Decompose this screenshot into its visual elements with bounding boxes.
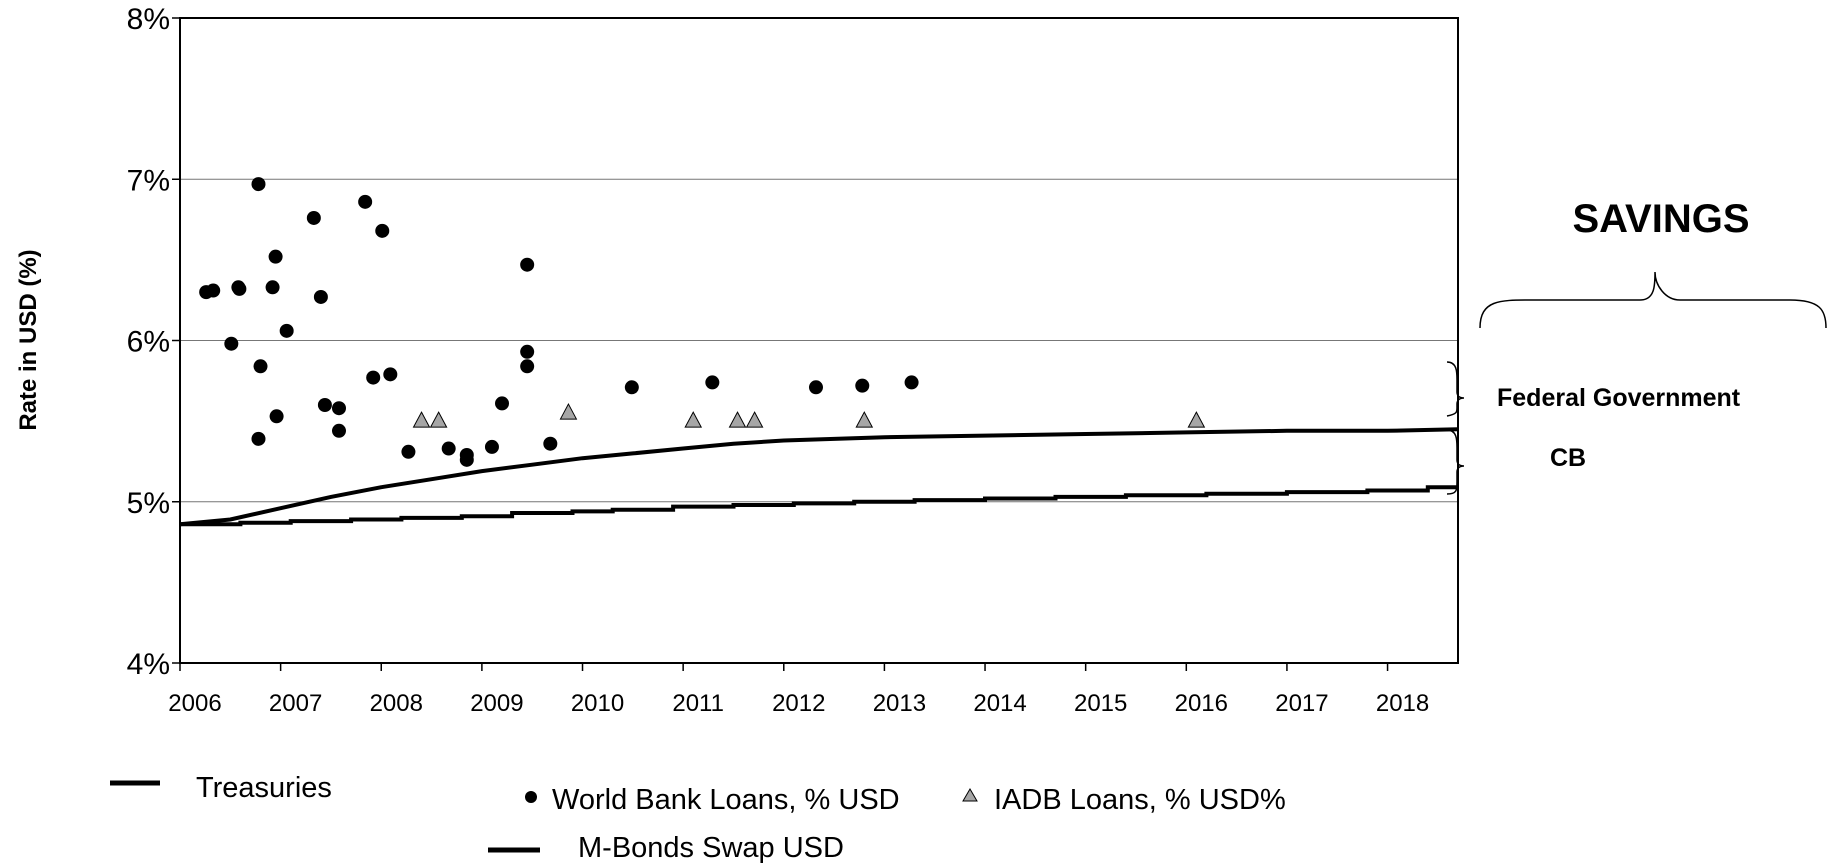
treasuries-line: [179, 427, 1459, 527]
world-bank-point: [358, 194, 373, 209]
gridlines: [180, 178, 1458, 503]
x-tick-label: 2008: [370, 690, 423, 717]
iadb-point: [559, 403, 578, 420]
world-bank-point: [306, 210, 321, 225]
iadb-point: [855, 411, 874, 428]
legend: Treasuries World Bank Loans, % USD IADB …: [110, 772, 1286, 864]
y-tick-label: 8%: [127, 3, 170, 36]
world-bank-point: [383, 367, 398, 382]
world-bank-point: [366, 370, 381, 385]
legend-world-bank-label: World Bank Loans, % USD: [552, 784, 900, 816]
world-bank-point: [206, 283, 221, 298]
legend-iadb-label: IADB Loans, % USD%: [994, 784, 1286, 816]
x-tick-label: 2012: [772, 690, 825, 717]
federal-government-label: Federal Government: [1497, 384, 1741, 412]
cb-label: CB: [1550, 444, 1586, 472]
x-tick-label: 2016: [1175, 690, 1228, 717]
world-bank-point: [253, 359, 268, 374]
world-bank-point: [624, 380, 639, 395]
iadb-point: [412, 411, 431, 428]
mbonds-swap-line: [180, 485, 1458, 527]
x-tick-label: 2007: [269, 690, 322, 717]
x-axis: 2006 2007 2008 2009 2010 2011 2012 2013 2014 2015…: [168, 663, 1429, 717]
world-bank-point: [520, 257, 535, 272]
y-tick-label: 4%: [127, 648, 170, 681]
y-axis: 4% 5% 6% 7% 8%: [127, 3, 180, 681]
iadb-point: [1187, 411, 1206, 428]
savings-label: SAVINGS: [1572, 197, 1749, 241]
world-bank-point: [224, 336, 239, 351]
world-bank-point: [441, 441, 456, 456]
x-tick-label: 2009: [470, 690, 523, 717]
x-tick-label: 2018: [1376, 690, 1429, 717]
legend-mbonds-label: M-Bonds Swap USD: [578, 832, 844, 864]
world-bank-point: [904, 375, 919, 390]
world-bank-point: [331, 401, 346, 416]
x-tick-label: 2017: [1275, 690, 1328, 717]
y-axis-label: Rate in USD (%): [15, 249, 42, 430]
world-bank-point: [232, 281, 247, 296]
world-bank-point: [265, 280, 280, 295]
world-bank-point: [808, 380, 823, 395]
series-points: [199, 177, 1206, 467]
world-bank-point: [705, 375, 720, 390]
world-bank-point: [269, 409, 284, 424]
x-tick-label: 2013: [873, 690, 926, 717]
world-bank-point: [317, 398, 332, 412]
x-tick-label: 2010: [571, 690, 624, 717]
world-bank-point: [401, 444, 416, 459]
world-bank-point: [520, 359, 535, 374]
world-bank-point: [855, 378, 870, 393]
series-lines: [179, 427, 1459, 527]
x-tick-label: 2014: [973, 690, 1026, 717]
world-bank-point: [484, 439, 499, 454]
iadb-point: [684, 411, 703, 428]
legend-iadb-swatch: [962, 788, 978, 802]
world-bank-point: [459, 452, 474, 467]
world-bank-point: [251, 431, 266, 446]
legend-treasuries-label: Treasuries: [196, 772, 332, 804]
world-bank-point: [313, 289, 328, 304]
y-tick-label: 7%: [127, 164, 170, 197]
iadb-point: [728, 411, 747, 428]
world-bank-point: [543, 436, 558, 451]
federal-government-brace: [1446, 361, 1465, 417]
iadb-point: [745, 411, 764, 428]
world-bank-point: [279, 323, 294, 338]
world-bank-point: [495, 396, 510, 411]
world-bank-point: [331, 423, 346, 438]
world-bank-point: [520, 344, 535, 359]
x-tick-label: 2011: [672, 690, 724, 717]
world-bank-point: [375, 223, 390, 238]
y-tick-label: 5%: [127, 487, 170, 520]
y-tick-label: 6%: [127, 326, 170, 359]
world-bank-point: [268, 249, 283, 264]
x-tick-label: 2006: [168, 690, 221, 717]
legend-world-bank-swatch: [525, 791, 537, 803]
x-tick-label: 2015: [1074, 690, 1127, 717]
cb-brace: [1446, 429, 1465, 495]
world-bank-point: [251, 177, 266, 192]
savings-brace: [1479, 271, 1827, 329]
iadb-point: [429, 411, 448, 428]
